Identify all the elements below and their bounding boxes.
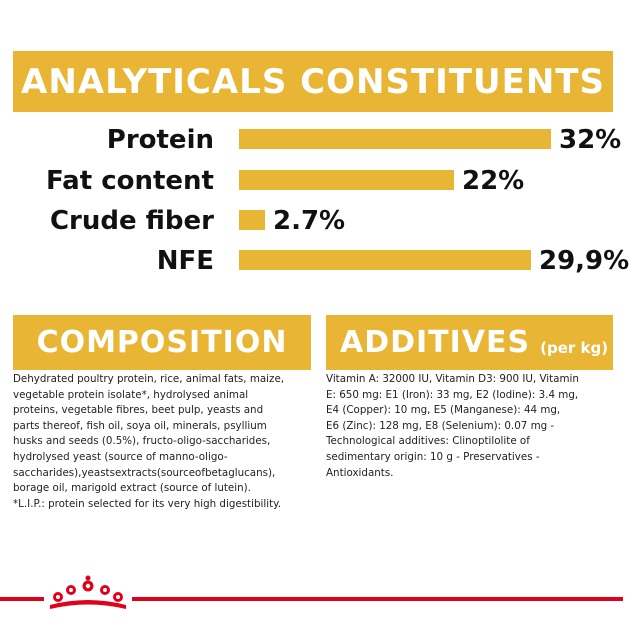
analytical-value: 2.7% [273, 206, 346, 236]
analytical-label: Crude fiber [49, 206, 214, 236]
composition-line: saccharides),yeastsextracts(sourceofbeta… [13, 466, 276, 479]
additives-subtitle: (per kg) [540, 338, 609, 357]
composition-line: husks and seeds (0.5%), fructo-oligo-sac… [13, 435, 271, 448]
additives-line: sedimentary origin: 10 g - Preservatives… [326, 450, 540, 463]
additives-line: Technological additives: Clinoptilolite … [326, 435, 530, 448]
additives-banner: ADDITIVES (per kg) [326, 315, 613, 370]
additives-line: Antioxidants. [326, 466, 394, 479]
analytical-value: 32% [559, 125, 622, 155]
composition-line: parts thereof, fish oil, soya oil, miner… [13, 419, 267, 432]
footer-rule-left [0, 597, 44, 601]
additives-line: E6 (Zinc): 128 mg, E8 (Selenium): 0.07 m… [326, 419, 555, 432]
analytical-row: Protein 32% [0, 123, 635, 157]
footer-rule-right [132, 597, 623, 601]
additives-title: ADDITIVES [340, 325, 531, 360]
analytical-bar [239, 250, 531, 270]
composition-line: hydrolysed yeast (source of manno-oligo- [13, 450, 228, 463]
analytical-row: NFE 29,9% [0, 244, 635, 278]
analytical-value: 22% [462, 166, 525, 196]
composition-line: borage oil, marigold extract (source of … [13, 482, 251, 495]
analytical-bar [239, 210, 265, 230]
analytical-label: Fat content [45, 166, 214, 196]
analytical-bar [239, 129, 551, 149]
additives-line: Vitamin A: 32000 IU, Vitamin D3: 900 IU,… [326, 373, 579, 385]
analytical-label: Protein [106, 125, 214, 155]
composition-line: proteins, vegetable fibres, beet pulp, y… [13, 404, 264, 417]
composition-line: *L.I.P.: protein selected for its very h… [13, 497, 282, 510]
analytical-row: Fat content 22% [0, 164, 635, 198]
analytical-banner: ANALYTICALS CONSTITUENTS [13, 51, 613, 112]
analytical-row: Crude fiber 2.7% [0, 204, 635, 238]
additives-line: E: 650 mg: E1 (Iron): 33 mg, E2 (Iodine)… [326, 388, 579, 401]
royal-canin-crown-icon [50, 575, 126, 609]
analytical-value: 29,9% [539, 246, 630, 276]
composition-banner: COMPOSITION [13, 315, 311, 370]
analytical-label: NFE [156, 246, 214, 276]
composition-text: Dehydrated poultry protein, rice, animal… [13, 372, 308, 512]
analytical-bar [239, 170, 454, 190]
composition-line: Dehydrated poultry protein, rice, animal… [13, 373, 285, 385]
additives-text: Vitamin A: 32000 IU, Vitamin D3: 900 IU,… [326, 372, 614, 481]
additives-line: E4 (Copper): 10 mg, E5 (Manganese): 44 m… [326, 404, 561, 417]
analytical-title: ANALYTICALS CONSTITUENTS [21, 61, 605, 102]
composition-title: COMPOSITION [36, 325, 288, 360]
composition-line: vegetable protein isolate*, hydrolysed a… [13, 388, 249, 401]
